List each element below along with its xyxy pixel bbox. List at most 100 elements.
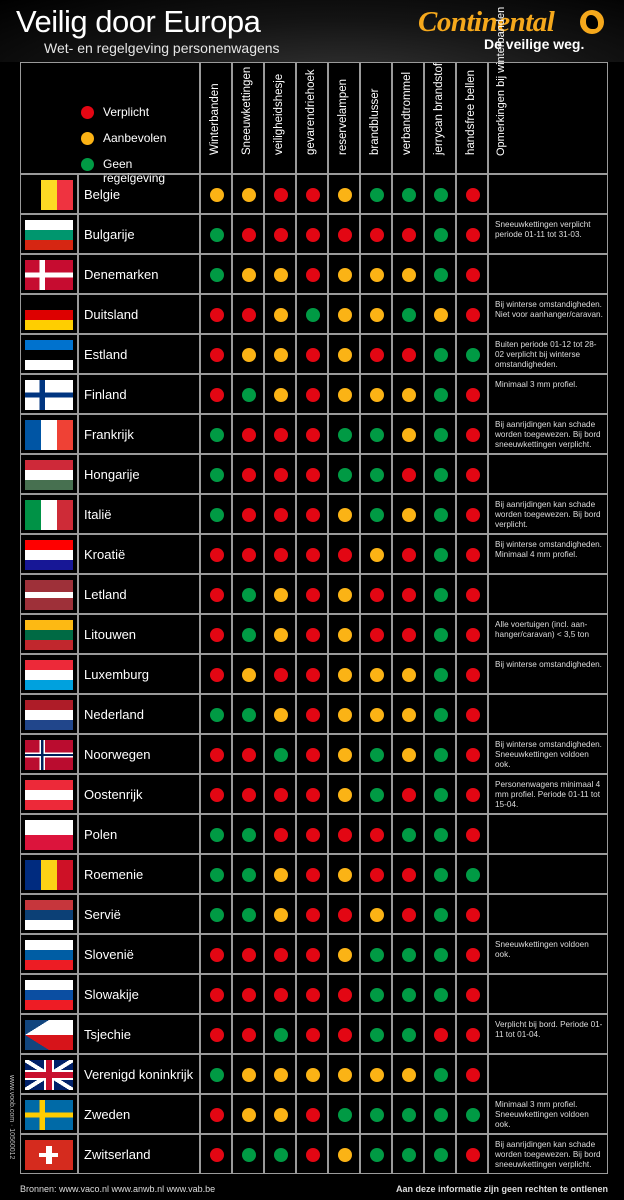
flag-at-icon [25, 780, 73, 810]
header: Veilig door Europa Wet- en regelgeving p… [0, 0, 624, 62]
status-cell [392, 174, 424, 214]
status-dot-green [370, 428, 384, 442]
status-dot-green [370, 788, 384, 802]
remark-text: Bij winterse omstandigheden. Sneeuwketti… [495, 740, 602, 769]
status-dot-red [210, 348, 224, 362]
column-header: handsfree bellen [465, 69, 477, 155]
status-cell [296, 294, 328, 334]
status-dot-red [306, 388, 320, 402]
country-cell: Slowakije [78, 974, 200, 1014]
status-cell [264, 854, 296, 894]
status-dot-green [242, 868, 256, 882]
status-dot-red [242, 228, 256, 242]
footer-sources: Bronnen: www.vaco.nl www.anwb.nl www.vab… [20, 1184, 216, 1194]
status-cell [200, 534, 232, 574]
country-name: Italië [84, 507, 112, 522]
flag-dk-icon [25, 260, 73, 290]
country-name: Noorwegen [84, 747, 151, 762]
flag-cell [20, 174, 78, 214]
status-dot-red [306, 788, 320, 802]
status-dot-red [402, 908, 416, 922]
remark-text: Bij winterse omstandigheden. [495, 660, 602, 669]
status-dot-green [434, 428, 448, 442]
status-dot-red [210, 1108, 224, 1122]
status-dot-green [434, 788, 448, 802]
status-dot-orange [402, 268, 416, 282]
status-dot-orange [402, 1068, 416, 1082]
status-cell [328, 294, 360, 334]
country-cell: Litouwen [78, 614, 200, 654]
status-cell [264, 294, 296, 334]
table-row: Noorwegen Bij winterse omstandigheden. Sn… [20, 734, 608, 774]
status-dot-red [338, 548, 352, 562]
status-cell [424, 454, 456, 494]
flag-cell [20, 614, 78, 654]
status-cell [264, 814, 296, 854]
status-dot-orange [338, 748, 352, 762]
country-name: Servië [84, 907, 121, 922]
status-cell [200, 734, 232, 774]
remark-cell: Bij winterse omstandigheden. Sneeuwketti… [488, 734, 608, 774]
remark-cell: Alle voertuigen (incl. aan-hanger/carava… [488, 614, 608, 654]
status-dot-orange [274, 868, 288, 882]
status-dot-orange [274, 1068, 288, 1082]
status-cell [200, 1094, 232, 1134]
remark-cell: Minimaal 3 mm profiel. [488, 374, 608, 414]
column-header-cell: Sneeuwkettingen [232, 62, 264, 174]
status-cell [360, 414, 392, 454]
status-dot-orange [370, 1068, 384, 1082]
status-dot-orange [242, 668, 256, 682]
status-dot-orange [338, 1148, 352, 1162]
status-dot-orange [402, 668, 416, 682]
status-dot-red [306, 628, 320, 642]
status-cell [264, 574, 296, 614]
status-cell [392, 934, 424, 974]
status-dot-red [274, 788, 288, 802]
status-dot-red [274, 228, 288, 242]
remark-cell: Personenwagens minimaal 4 mm profiel. Pe… [488, 774, 608, 814]
status-cell [296, 774, 328, 814]
status-cell [360, 654, 392, 694]
status-cell [200, 1014, 232, 1054]
status-dot-red [210, 628, 224, 642]
remark-text: Alle voertuigen (incl. aan-hanger/carava… [495, 620, 589, 639]
status-cell [296, 1134, 328, 1174]
flag-lu-icon [25, 660, 73, 690]
status-dot-orange [370, 268, 384, 282]
status-dot-red [306, 948, 320, 962]
flag-se-icon [25, 1100, 73, 1130]
status-dot-orange [338, 868, 352, 882]
flag-cell [20, 974, 78, 1014]
status-dot-green [370, 508, 384, 522]
status-dot-red [306, 868, 320, 882]
status-dot-red [370, 228, 384, 242]
status-cell [424, 1054, 456, 1094]
status-cell [392, 214, 424, 254]
country-cell: Letland [78, 574, 200, 614]
status-dot-red [466, 268, 480, 282]
status-dot-green [434, 828, 448, 842]
status-dot-red [402, 348, 416, 362]
status-cell [328, 974, 360, 1014]
status-dot-red [306, 588, 320, 602]
footer-disclaimer: Aan deze informatie zijn geen rechten te… [395, 1184, 608, 1194]
status-cell [296, 614, 328, 654]
table-row: Tsjechie Verplicht bij bord. Periode 01-1… [20, 1014, 608, 1054]
status-dot-green [434, 668, 448, 682]
status-cell [392, 334, 424, 374]
status-cell [328, 454, 360, 494]
status-cell [264, 1094, 296, 1134]
status-dot-green [274, 1028, 288, 1042]
status-dot-red [338, 988, 352, 1002]
remark-text: Sneeuwkettingen verplicht periode 01-11 … [495, 220, 591, 239]
status-cell [424, 974, 456, 1014]
status-dot-red [306, 548, 320, 562]
status-cell [392, 734, 424, 774]
status-dot-green [210, 828, 224, 842]
status-cell [360, 894, 392, 934]
status-cell [296, 534, 328, 574]
status-cell [456, 774, 488, 814]
remark-cell: Sneeuwkettingen verplicht periode 01-11 … [488, 214, 608, 254]
remark-text: Personenwagens minimaal 4 mm profiel. Pe… [495, 780, 601, 809]
status-dot-green [338, 468, 352, 482]
